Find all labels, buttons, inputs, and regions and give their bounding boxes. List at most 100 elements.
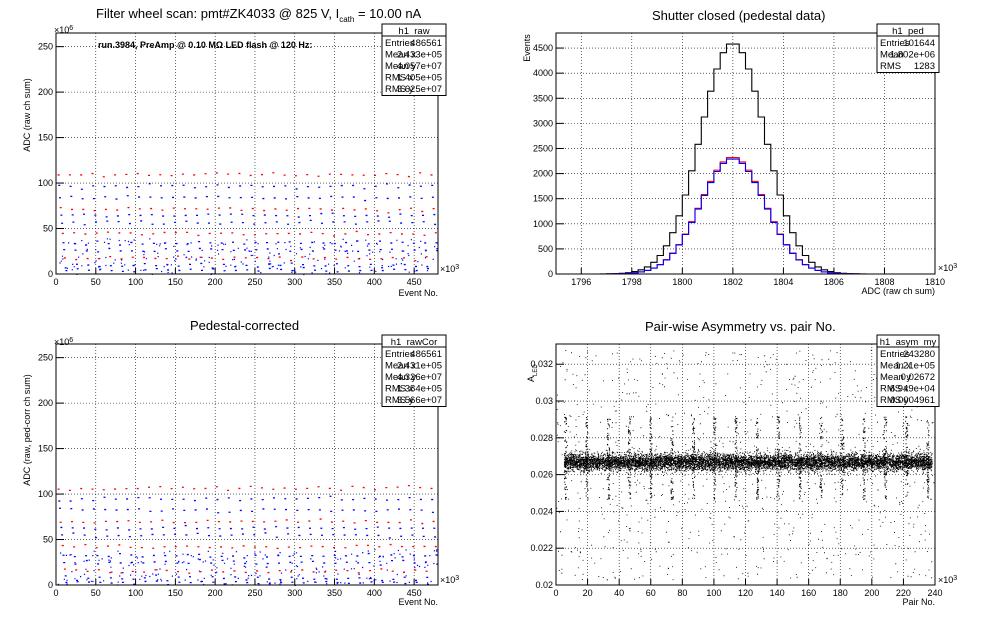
panel-asymmetry-x-exponent: ×103 — [938, 575, 957, 585]
x-tick-label: 1806 — [824, 277, 844, 287]
x-tick-label: 0 — [553, 588, 558, 598]
stats-box-name: h1_asym_my — [880, 337, 937, 348]
x-tick-label: 60 — [646, 588, 656, 598]
y-tick-label: 0.024 — [530, 506, 553, 516]
stats-label: RMS y — [385, 84, 414, 95]
x-tick-label: 300 — [287, 588, 302, 598]
stats-label: Mean y — [385, 61, 416, 72]
x-tick-label: 160 — [801, 588, 816, 598]
y-tick-label: 3500 — [533, 93, 553, 103]
stats-box-frame — [876, 23, 940, 73]
x-tick-label: 40 — [614, 588, 624, 598]
x-tick-label: 1802 — [723, 277, 743, 287]
data-points — [556, 349, 936, 581]
stats-value: 1.384e+05 — [397, 384, 442, 395]
panel-raw-points — [57, 172, 439, 276]
panel-pedestal-histograms — [556, 43, 935, 275]
y-tick-label: 0.02 — [535, 580, 553, 590]
stats-label: Mean y — [880, 372, 911, 383]
panel-pedestal-x-exponent: ×103 — [938, 263, 957, 273]
y-tick-label: 100 — [38, 178, 53, 188]
x-tick-label: 140 — [770, 588, 785, 598]
x-tick-label: 200 — [864, 588, 879, 598]
stats-label: Mean x — [880, 361, 911, 372]
panel-pedestal-ylabel: Events — [522, 34, 532, 62]
data-points — [58, 183, 439, 276]
x-tick-label: 350 — [327, 588, 342, 598]
stats-label: Entries — [385, 349, 415, 360]
panel-corrected: Pedestal-corrected ADC (raw, ped-corr ch… — [22, 318, 459, 607]
y-tick-label: 250 — [38, 353, 53, 363]
panel-pedestal-title: Shutter closed (pedestal data) — [652, 8, 825, 23]
y-tick-label: 4500 — [533, 43, 553, 53]
y-tick-label: 4000 — [533, 68, 553, 78]
panel-asymmetry-xlabel: Pair No. — [902, 597, 935, 607]
panel-raw-x-exponent: ×103 — [440, 264, 459, 274]
x-tick-label: 1808 — [874, 277, 894, 287]
x-tick-label: 1810 — [925, 277, 945, 287]
y-tick-label: 3000 — [533, 118, 553, 128]
y-tick-label: 250 — [38, 42, 53, 52]
stats-label: Mean y — [385, 372, 416, 383]
panel-corrected-x-exponent: ×103 — [440, 575, 459, 585]
stats-label: Entries — [385, 38, 415, 49]
panel-asymmetry-ylabel: ALED — [526, 364, 539, 382]
x-tick-label: 50 — [91, 588, 101, 598]
y-tick-label: 0 — [48, 269, 53, 279]
x-tick-label: 1800 — [672, 277, 692, 287]
x-tick-label: 400 — [367, 588, 382, 598]
y-tick-label: 500 — [538, 244, 553, 254]
stats-value: 101644 — [903, 38, 935, 49]
y-tick-label: 0.026 — [530, 470, 553, 480]
x-tick-label: 450 — [407, 588, 422, 598]
stats-label: Mean x — [385, 50, 416, 61]
x-tick-label: 250 — [247, 277, 262, 287]
panel-raw-axes: 0 50 100 150 200 250 300 350 400 450 0 50 100 150 200 2… — [38, 33, 438, 287]
y-tick-label: 0.03 — [535, 396, 553, 406]
x-tick-label: 100 — [128, 588, 143, 598]
panel-pedestal-frame — [555, 32, 936, 275]
stats-box-name: h1_raw — [398, 26, 429, 37]
stats-label: RMS — [880, 61, 901, 72]
panel-corrected-points — [57, 485, 439, 587]
stats-value: 1.21e+05 — [895, 361, 935, 372]
data-points — [57, 495, 439, 587]
x-tick-label: 350 — [327, 277, 342, 287]
stats-value: 3.625e+07 — [397, 84, 442, 95]
y-tick-label: 50 — [43, 224, 53, 234]
stats-value: 4.326e+07 — [397, 372, 442, 383]
stats-label: RMS x — [385, 73, 414, 84]
panel-pedestal-axes: 1796 1798 1800 1802 1804 1806 1808 1810 0 500 1000… — [533, 33, 945, 287]
y-tick-label: 150 — [38, 133, 53, 143]
y-tick-label: 50 — [43, 535, 53, 545]
x-tick-label: 80 — [677, 588, 687, 598]
y-tick-label: 200 — [38, 398, 53, 408]
panel-asymmetry-points — [556, 349, 936, 581]
stats-label: Mean — [880, 50, 904, 61]
y-tick-label: 2500 — [533, 143, 553, 153]
y-tick-label: 1500 — [533, 194, 553, 204]
y-tick-label: 0.032 — [530, 359, 553, 369]
y-tick-label: 0 — [548, 269, 553, 279]
panel-raw-ylabel: ADC (raw ch sum) — [22, 78, 32, 152]
panel-corrected-xlabel: Event No. — [398, 597, 438, 607]
panel-asymmetry: Pair-wise Asymmetry vs. pair No. ALED Pa… — [526, 319, 957, 607]
x-tick-label: 240 — [927, 588, 942, 598]
panel-corrected-axes: 0 50 100 150 200 250 300 350 400 450 0 50 100 150 200 2… — [38, 344, 438, 598]
y-tick-label: 1000 — [533, 219, 553, 229]
stats-label: Mean x — [385, 361, 416, 372]
stats-box-name: h1_rawCor — [391, 337, 437, 348]
stats-label: Entries — [880, 349, 910, 360]
stats-label: Entries — [880, 38, 910, 49]
stats-value: 486561 — [410, 38, 442, 49]
x-tick-label: 200 — [208, 588, 223, 598]
stats-value: 0.02672 — [901, 372, 935, 383]
stats-value: 1283 — [914, 61, 935, 72]
panel-pedestal: Shutter closed (pedestal data) Events AD… — [522, 8, 957, 296]
stats-label: RMS y — [880, 395, 909, 406]
histogram-series — [556, 157, 935, 275]
